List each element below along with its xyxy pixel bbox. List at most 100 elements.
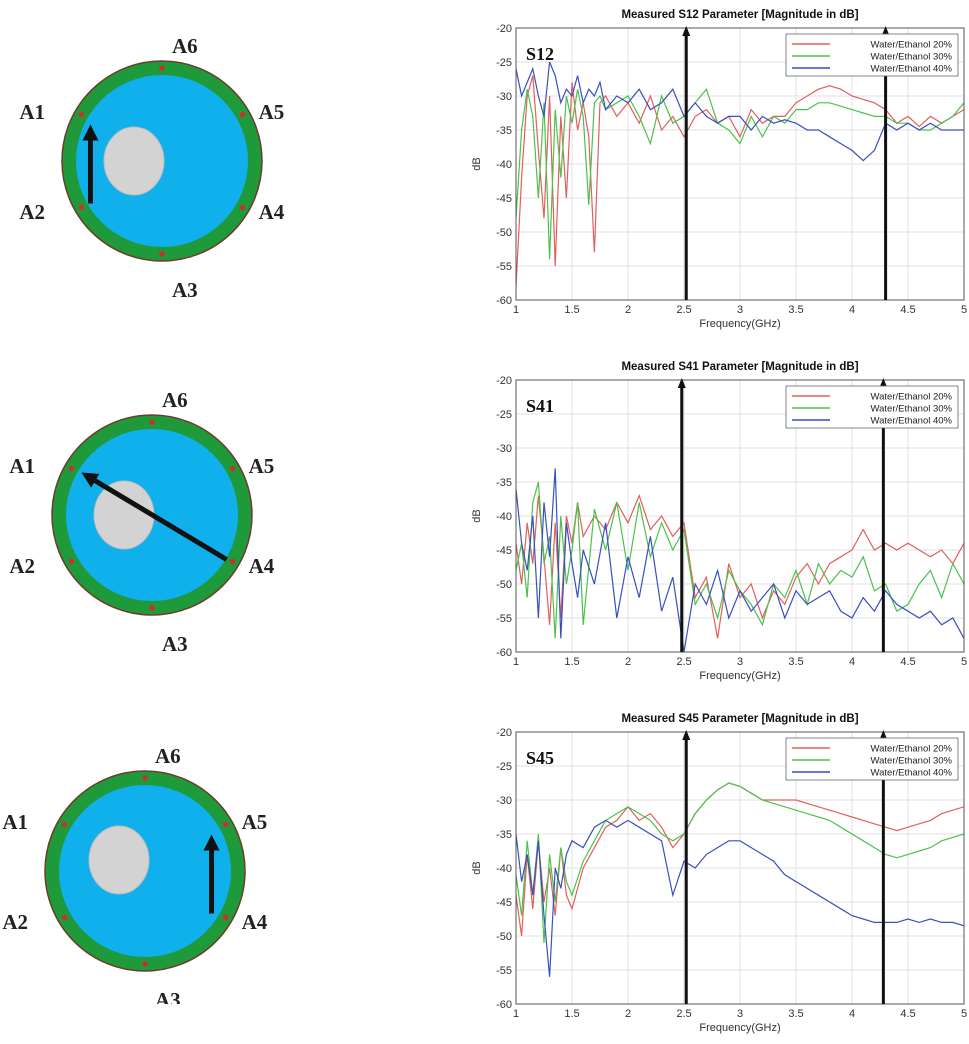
antenna-port bbox=[61, 821, 68, 828]
series-line bbox=[516, 468, 964, 652]
y-tick-label: -60 bbox=[496, 999, 512, 1011]
legend-box bbox=[785, 737, 959, 781]
series-line bbox=[516, 481, 964, 639]
antenna-label: A4 bbox=[242, 910, 268, 934]
antenna-label: A6 bbox=[155, 744, 181, 768]
y-tick-label: -50 bbox=[496, 227, 512, 239]
y-tick-label: -55 bbox=[496, 613, 512, 625]
arrow-up-icon bbox=[203, 834, 220, 851]
x-tick-label: 3.5 bbox=[788, 304, 803, 316]
antenna-array-diagram: A1 A2 A3 A4 A5 A6 bbox=[9, 388, 275, 652]
y-tick-label: -50 bbox=[496, 931, 512, 943]
antenna-label: A4 bbox=[259, 200, 285, 224]
antenna-port bbox=[222, 914, 229, 921]
antenna-port bbox=[149, 419, 155, 425]
s12-line-chart: Measured S12 Parameter [Magnitude in dB]… bbox=[471, 9, 967, 330]
antenna-port bbox=[142, 775, 148, 781]
x-tick-label: 4.5 bbox=[900, 1008, 915, 1020]
antenna-port bbox=[78, 204, 85, 211]
x-tick-label: 1 bbox=[513, 304, 519, 316]
antenna-port bbox=[229, 558, 236, 565]
antenna-label: A6 bbox=[162, 388, 188, 412]
arrow-up-icon bbox=[879, 730, 888, 740]
x-tick-label: 2.5 bbox=[676, 304, 691, 316]
y-tick-label: -20 bbox=[496, 23, 512, 35]
y-tick-label: -50 bbox=[496, 579, 512, 591]
x-tick-label: 5 bbox=[961, 304, 967, 316]
x-tick-label: 2 bbox=[625, 1008, 631, 1020]
plot-frame bbox=[515, 379, 965, 653]
arrow-up-icon bbox=[881, 26, 890, 36]
chart-title: Measured S41 Parameter [Magnitude in dB] bbox=[621, 361, 858, 373]
series-line bbox=[516, 75, 964, 287]
x-tick-label: 1 bbox=[513, 656, 519, 668]
y-tick-label: -20 bbox=[496, 375, 512, 387]
antenna-label: A3 bbox=[162, 632, 188, 652]
x-tick-label: 2.5 bbox=[676, 1008, 691, 1020]
antenna-port bbox=[239, 111, 246, 118]
y-tick-label: -30 bbox=[496, 91, 512, 103]
antenna-diagram-2: A1 A2 A3 A4 A5 A6 bbox=[0, 352, 330, 652]
s45-line-chart: Measured S45 Parameter [Magnitude in dB]… bbox=[471, 713, 967, 1034]
antenna-label: A6 bbox=[172, 34, 198, 58]
signal-arrow-shaft bbox=[93, 478, 228, 562]
legend-entry: Water/Ethanol 30% bbox=[871, 52, 953, 63]
x-axis-label: Frequency(GHz) bbox=[699, 670, 780, 682]
series-line bbox=[516, 782, 964, 943]
y-tick-label: -40 bbox=[496, 159, 512, 171]
x-tick-label: 3 bbox=[737, 304, 743, 316]
y-tick-label: -60 bbox=[496, 647, 512, 659]
legend-entry: Water/Ethanol 40% bbox=[871, 64, 953, 75]
antenna-label: A1 bbox=[9, 454, 35, 478]
antenna-label: A5 bbox=[259, 100, 285, 124]
antenna-label: A1 bbox=[19, 100, 45, 124]
arrow-up-icon bbox=[677, 378, 686, 388]
y-tick-label: -35 bbox=[496, 477, 512, 489]
series-line bbox=[516, 819, 964, 977]
antenna-label: A5 bbox=[242, 810, 268, 834]
x-tick-label: 4.5 bbox=[900, 304, 915, 316]
y-tick-label: -45 bbox=[496, 193, 512, 205]
x-tick-label: 4.5 bbox=[900, 656, 915, 668]
antenna-label: A1 bbox=[2, 810, 28, 834]
x-tick-label: 1 bbox=[513, 1008, 519, 1020]
x-tick-label: 4 bbox=[849, 656, 855, 668]
legend-entry: Water/Ethanol 30% bbox=[871, 404, 953, 415]
y-tick-label: -40 bbox=[496, 863, 512, 875]
x-axis-label: Frequency(GHz) bbox=[699, 1022, 780, 1034]
antenna-label: A4 bbox=[249, 554, 275, 578]
y-tick-label: -25 bbox=[496, 761, 512, 773]
y-tick-label: -35 bbox=[496, 829, 512, 841]
antenna-diagram-1: A1 A2 A3 A4 A5 A6 bbox=[0, 0, 330, 300]
y-axis-label: dB bbox=[471, 157, 483, 170]
x-tick-label: 1.5 bbox=[564, 304, 579, 316]
chart-s12: Measured S12 Parameter [Magnitude in dB]… bbox=[458, 0, 969, 340]
legend-entry: Water/Ethanol 30% bbox=[871, 756, 953, 767]
antenna-label: A2 bbox=[19, 200, 45, 224]
y-tick-label: -55 bbox=[496, 965, 512, 977]
x-tick-label: 1.5 bbox=[564, 656, 579, 668]
s41-line-chart: Measured S41 Parameter [Magnitude in dB]… bbox=[471, 361, 967, 682]
chart-title: Measured S12 Parameter [Magnitude in dB] bbox=[621, 9, 858, 21]
antenna-port bbox=[159, 65, 165, 71]
legend-box bbox=[785, 385, 959, 429]
antenna-port bbox=[222, 821, 229, 828]
x-tick-label: 4 bbox=[849, 1008, 855, 1020]
y-tick-label: -30 bbox=[496, 443, 512, 455]
x-tick-label: 5 bbox=[961, 1008, 967, 1020]
y-tick-label: -20 bbox=[496, 727, 512, 739]
arrow-up-icon bbox=[682, 730, 691, 740]
plot-frame bbox=[515, 731, 965, 1005]
legend-entry: Water/Ethanol 40% bbox=[871, 416, 953, 427]
x-tick-label: 3 bbox=[737, 656, 743, 668]
x-tick-label: 4 bbox=[849, 304, 855, 316]
y-tick-label: -45 bbox=[496, 545, 512, 557]
antenna-port bbox=[239, 204, 246, 211]
antenna-port bbox=[229, 465, 236, 472]
x-tick-label: 3.5 bbox=[788, 656, 803, 668]
antenna-array-diagram: A1 A2 A3 A4 A5 A6 bbox=[2, 744, 268, 1004]
y-tick-label: -45 bbox=[496, 897, 512, 909]
chart-s41: Measured S41 Parameter [Magnitude in dB]… bbox=[458, 352, 969, 692]
legend-box bbox=[785, 33, 959, 77]
antenna-port bbox=[159, 251, 165, 257]
